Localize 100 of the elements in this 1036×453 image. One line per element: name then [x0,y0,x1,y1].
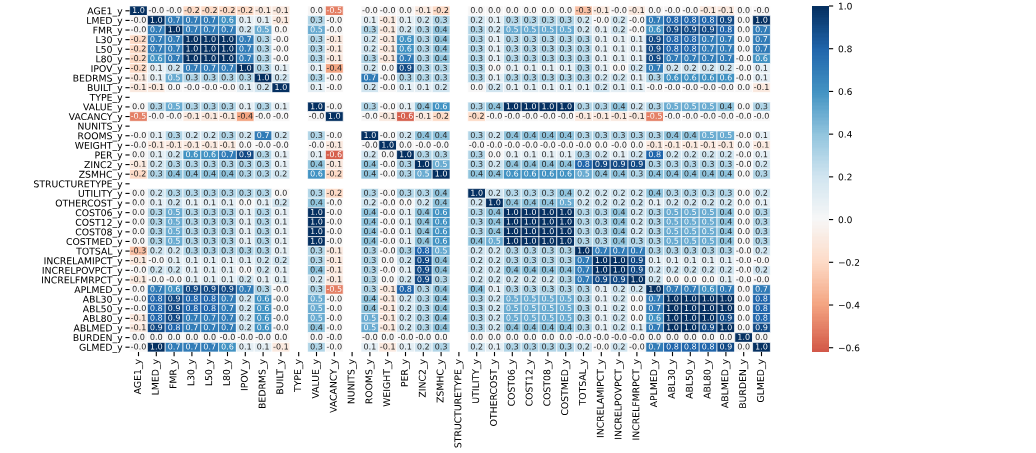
data-label: -0.0 [718,112,734,119]
data-label: -0.0 [504,141,520,148]
data-label: 0.2 [684,266,696,273]
data-label: 0.3 [524,343,536,350]
data-label: -0.1 [380,35,395,42]
data-label: 0.2 [755,189,768,196]
data-label: 0.2 [702,199,714,206]
data-label: 0.2 [364,83,376,91]
data-label: 0.7 [720,55,732,62]
data-label: 0.3 [186,189,198,196]
data-label: 1.0 [168,26,180,33]
data-label: 1.0 [132,7,145,14]
data-label: 0.3 [203,237,216,244]
data-label: 1.0 [524,228,536,235]
data-label: 0.7 [595,247,608,254]
data-label: 1.0 [702,295,714,302]
data-label: 0.3 [310,35,323,42]
data-label: -0.2 [131,170,146,177]
data-label: 0.0 [737,343,750,350]
data-label: 0.1 [613,35,625,42]
data-label: -0.0 [700,112,716,119]
data-label: 0.1 [150,74,162,81]
data-label: 0.5 [506,314,518,321]
data-label: 0.2 [275,170,287,177]
x-tick-label: BUILT_y [276,359,286,394]
data-label: 0.3 [595,228,608,235]
data-label: -0.1 [593,112,609,119]
data-label: -0.0 [273,55,289,62]
data-label: 0.4 [613,218,626,225]
data-label: 0.3 [417,285,430,292]
data-label: 0.4 [470,170,483,177]
data-label: 0.2 [648,276,661,283]
data-label: 0.1 [595,285,607,292]
data-label: -0.2 [433,112,449,119]
data-label: 0.2 [488,256,501,264]
data-label: 0.2 [239,314,251,321]
x-tick-label: FMR_y [169,359,179,389]
data-label: 1.0 [150,343,163,350]
data-label: 0.1 [203,256,216,264]
data-label: 0.1 [506,151,518,158]
data-label: -0.0 [736,131,752,139]
data-label: -0.0 [665,83,680,91]
data-label: 0.3 [257,218,269,225]
data-label: 1.0 [720,304,732,312]
data-label: 0.3 [702,160,714,167]
data-label: 0.3 [364,189,376,196]
data-label: 0.3 [470,324,483,331]
data-label: 1.0 [560,218,572,225]
data-label: 0.0 [542,7,554,14]
data-label: 0.3 [559,74,572,81]
data-label: 0.5 [524,26,536,33]
data-label: 0.7 [221,64,234,71]
data-label: 0.6 [666,74,679,81]
data-label: 0.9 [417,276,430,283]
data-label: 0.4 [720,218,732,225]
data-label: 0.0 [737,35,750,42]
color-bar-label: 0.8 [838,45,852,53]
data-label: 0.1 [631,83,643,91]
data-label: 0.5 [417,170,429,177]
data-label: 0.2 [470,276,483,283]
x-tick-label: ROOMS_y [365,359,375,404]
data-label: 0.0 [381,151,394,158]
data-label: -0.0 [362,7,378,14]
data-label: 0.0 [524,7,536,14]
data-label: 0.3 [648,74,661,81]
data-label: -0.1 [131,256,146,264]
data-label: 1.0 [275,83,287,91]
data-label: 0.7 [186,324,198,331]
data-label: 0.3 [648,131,661,139]
data-label: 0.6 [506,170,519,177]
data-label: 0.0 [737,208,750,215]
data-label: -0.0 [326,314,342,321]
data-label: 0.7 [168,55,180,62]
data-label: 0.3 [257,35,269,42]
data-label: -0.0 [362,141,378,148]
data-label: 0.8 [755,295,768,302]
data-label: 0.2 [399,314,412,321]
data-label: 0.2 [755,266,768,273]
data-label: 0.4 [435,295,448,302]
data-label: 0.7 [203,324,216,331]
data-label: -0.0 [380,160,396,167]
data-label: 0.0 [542,333,554,340]
data-label: -0.0 [380,103,396,110]
data-label: 0.2 [364,45,376,52]
data-label: 0.1 [310,83,323,91]
data-label: 1.0 [542,237,554,244]
data-label: 1.0 [684,304,697,312]
data-label: 0.1 [631,74,643,81]
x-tick-label: ABL50_y [685,359,695,399]
data-label: 0.8 [684,343,697,350]
data-label: -0.1 [593,7,609,14]
data-label: 0.6 [648,26,661,33]
data-label: -0.1 [380,45,395,52]
data-label: 0.0 [132,208,145,215]
data-label: 0.3 [186,208,198,215]
data-label: 0.5 [559,26,572,33]
data-label: 0.6 [435,237,447,244]
data-label: 0.4 [702,170,715,177]
data-label: -0.1 [380,285,395,292]
y-tick-label: WEIGHT_y [75,141,123,152]
